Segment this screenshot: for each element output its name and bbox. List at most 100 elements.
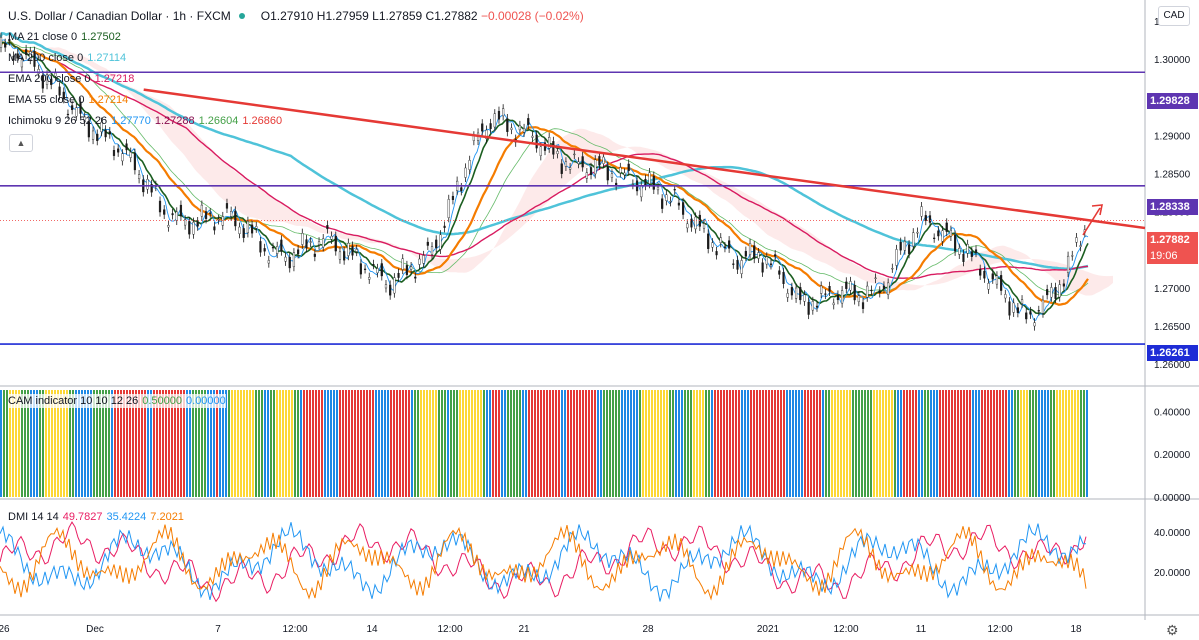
cam-bar (165, 390, 167, 497)
candle-body (874, 277, 877, 279)
candle-body (368, 277, 371, 280)
gear-icon[interactable]: ⚙ (1166, 622, 1179, 638)
cam-bar (243, 390, 245, 497)
cam-bar (645, 390, 647, 497)
cam-bar (576, 390, 578, 497)
y-tick-label: 1.26500 (1154, 322, 1191, 333)
candle-body (16, 53, 19, 59)
candle-body (757, 252, 760, 259)
cam-bar (180, 390, 182, 497)
cam-bar (534, 390, 536, 497)
cam-bar (657, 390, 659, 497)
candle-body (129, 151, 132, 158)
cam-bar (609, 390, 611, 497)
cam-bar (1008, 390, 1010, 497)
cam-bar (492, 390, 494, 497)
candle-body (389, 284, 392, 296)
cam-bar (720, 390, 722, 497)
cam-bar (954, 390, 956, 497)
candle-body (167, 225, 170, 228)
legend-cam[interactable]: CAM indicator 10 10 12 26 0.50000 0.00000 (8, 394, 226, 408)
cam-bar (123, 390, 125, 497)
cam-bar (132, 390, 134, 497)
cam-bar (24, 390, 26, 497)
cam-bar (294, 390, 296, 497)
legend-ema55[interactable]: EMA 55 close 0 1.27214 (8, 93, 128, 107)
cam-bar (933, 390, 935, 497)
cam-bar (903, 390, 905, 497)
price-change: −0.00028 (−0.02%) (480, 9, 584, 23)
cam-bar (117, 390, 119, 497)
cam-bar (1083, 390, 1085, 497)
cam-bar (819, 390, 821, 497)
cam-bar (219, 390, 221, 497)
cam-bar (936, 390, 938, 497)
collapse-legend-button[interactable]: ▲ (9, 134, 33, 152)
cam-bar (948, 390, 950, 497)
candle-body (548, 137, 551, 149)
dmi-label: DMI 14 14 (8, 511, 59, 523)
cam-bar (894, 390, 896, 497)
cam-bar (462, 390, 464, 497)
legend-ichimoku[interactable]: Ichimoku 9 26 52 26 1.27770 1.27288 1.26604… (8, 114, 282, 128)
candle-body (435, 239, 438, 248)
candle-body (535, 134, 538, 149)
candle-body (928, 215, 932, 223)
candle-body (334, 235, 337, 252)
candle-body (656, 186, 660, 191)
cam-bar (468, 390, 470, 497)
cam-bar (582, 390, 584, 497)
candle-body (1033, 322, 1036, 327)
legend-ema200[interactable]: EMA 200 close 0 1.27218 (8, 72, 134, 86)
candle-body (794, 287, 798, 299)
candle-body (522, 128, 526, 133)
cam-bar (753, 390, 755, 497)
ema55-label: EMA 55 close 0 (8, 94, 85, 106)
cam-bar (675, 390, 677, 497)
candle-body (280, 239, 283, 252)
descending-trendline (143, 88, 1146, 230)
cam-bar (1011, 390, 1013, 497)
cam-bar (51, 390, 53, 497)
candle-body (330, 235, 333, 240)
candle-body (380, 263, 383, 277)
cam-bar (372, 390, 374, 497)
cam-bar (1038, 390, 1040, 497)
candle-body (117, 148, 120, 153)
candle-body (355, 249, 358, 252)
cam-bar (261, 390, 263, 497)
candle-body (732, 263, 735, 265)
cam-bar (102, 390, 104, 497)
legend-dmi[interactable]: DMI 14 14 49.7827 35.4224 7.2021 (8, 510, 184, 524)
cam-bar (960, 390, 962, 497)
cam-bar (858, 390, 860, 497)
cam-bar (693, 390, 695, 497)
candle-body (945, 222, 948, 232)
legend-ma21[interactable]: MA 21 close 0 1.27502 (8, 30, 121, 44)
cam-bar (519, 390, 521, 497)
cam-bar (591, 390, 593, 497)
candle-body (941, 230, 944, 242)
candle-body (539, 146, 542, 156)
candle-body (803, 294, 806, 302)
price-label-resistance-1: 1.29828 (1147, 93, 1198, 109)
cam-bar (135, 390, 137, 497)
cam-bar (996, 390, 998, 497)
candle-body (560, 163, 563, 174)
cam-bar (603, 390, 605, 497)
candle-body (907, 244, 911, 254)
cam-bar (33, 390, 35, 497)
currency-button[interactable]: CAD (1158, 6, 1190, 26)
cam-label: CAM indicator 10 10 12 26 (8, 395, 139, 407)
cam-bar (978, 390, 980, 497)
cam-bar (741, 390, 743, 497)
cam-bar (174, 390, 176, 497)
cam-bar (744, 390, 746, 497)
legend-ma200[interactable]: MA 200 close 0 1.27114 (8, 51, 126, 65)
candle-body (1041, 299, 1045, 314)
candle-body (686, 223, 689, 229)
price-label-countdown: 19:06 (1147, 248, 1198, 264)
candle-body (192, 222, 195, 235)
